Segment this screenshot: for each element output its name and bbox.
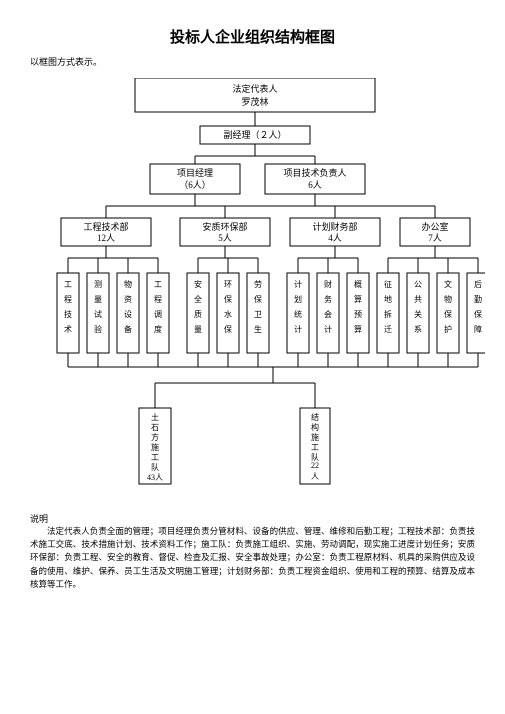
svg-text:土: 土 (151, 412, 159, 422)
svg-text:12人: 12人 (97, 233, 115, 243)
page-subtitle: 以框图方式表示。 (30, 55, 475, 68)
svg-text:算: 算 (354, 294, 362, 304)
svg-text:测: 测 (94, 280, 102, 289)
svg-text:后: 后 (474, 279, 482, 289)
svg-text:资: 资 (124, 294, 132, 304)
svg-text:方: 方 (151, 432, 159, 442)
svg-text:共: 共 (414, 295, 422, 304)
org-chart: 法定代表人罗茂林副经理（２人） 项目经理 （6人） 项目技术负责人 6人工程技术部12人… (30, 78, 485, 498)
svg-text:调: 调 (154, 310, 162, 319)
svg-text:保: 保 (474, 309, 482, 319)
svg-text:队: 队 (151, 462, 159, 472)
svg-text:拆: 拆 (384, 309, 392, 319)
svg-text:征: 征 (384, 279, 392, 289)
svg-text:工: 工 (311, 443, 319, 452)
svg-text:计: 计 (324, 324, 332, 334)
svg-text:结: 结 (311, 412, 319, 422)
svg-text:备: 备 (124, 324, 132, 334)
svg-text:算: 算 (354, 324, 362, 334)
svg-text:卫: 卫 (254, 310, 262, 319)
svg-text:地: 地 (384, 294, 392, 304)
svg-text:水: 水 (224, 309, 232, 319)
svg-text:劳: 劳 (254, 279, 262, 289)
svg-text:副经理（２人）: 副经理（２人） (223, 129, 286, 140)
svg-text:试: 试 (94, 309, 102, 319)
svg-text:程: 程 (154, 295, 162, 304)
page-title: 投标人企业组织结构框图 (30, 26, 475, 47)
svg-text:统: 统 (294, 309, 302, 319)
svg-text:法定代表人: 法定代表人 (232, 83, 277, 94)
svg-text:石: 石 (151, 423, 159, 432)
svg-text:财: 财 (324, 279, 332, 289)
svg-text:5人: 5人 (218, 233, 232, 243)
svg-text:22: 22 (311, 461, 319, 470)
svg-text:文: 文 (444, 279, 452, 289)
svg-text:施: 施 (151, 442, 159, 452)
svg-text:7人: 7人 (428, 233, 442, 243)
svg-text:保: 保 (444, 309, 452, 319)
svg-text:会: 会 (324, 309, 332, 319)
svg-text:工程技术部: 工程技术部 (83, 221, 128, 232)
svg-text:工: 工 (64, 280, 72, 289)
svg-text:公: 公 (414, 280, 422, 289)
svg-text:43人: 43人 (147, 473, 163, 482)
svg-text:4人: 4人 (328, 233, 342, 243)
svg-text:计: 计 (294, 279, 302, 289)
svg-text:计划财务部: 计划财务部 (312, 221, 357, 232)
svg-text:安质环保部: 安质环保部 (202, 221, 247, 232)
svg-text:保: 保 (224, 294, 232, 304)
svg-text:度: 度 (154, 324, 162, 334)
svg-text:关: 关 (414, 309, 422, 319)
svg-text:罗茂林: 罗茂林 (241, 96, 268, 107)
svg-text:物: 物 (444, 294, 452, 304)
svg-text:程: 程 (64, 295, 72, 304)
note-title: 说明 (30, 512, 475, 525)
svg-text:量: 量 (194, 325, 202, 334)
svg-text:划: 划 (294, 294, 302, 304)
note-body: 法定代表人负责全面的管理；项目经理负责分管材料、设备的供应、管理、维修和后勤工程… (30, 525, 475, 591)
svg-text:护: 护 (444, 324, 452, 334)
svg-text:迁: 迁 (384, 324, 392, 334)
svg-text:工: 工 (151, 453, 159, 462)
svg-text:物: 物 (124, 279, 132, 289)
svg-text:概: 概 (354, 279, 362, 289)
svg-text:施: 施 (311, 432, 319, 442)
svg-text:环: 环 (224, 280, 232, 289)
svg-text:人: 人 (311, 472, 319, 481)
svg-text:量: 量 (94, 295, 102, 304)
svg-text:障: 障 (474, 324, 482, 334)
svg-text:技: 技 (64, 309, 72, 319)
svg-text:办公室: 办公室 (421, 221, 448, 232)
svg-text:全: 全 (194, 294, 202, 304)
svg-text:工: 工 (154, 280, 162, 289)
svg-text:保: 保 (224, 324, 232, 334)
svg-text:预: 预 (354, 309, 362, 319)
svg-text:设: 设 (124, 309, 132, 319)
svg-text:勤: 勤 (474, 294, 482, 304)
svg-text:验: 验 (94, 324, 102, 334)
svg-text:安: 安 (194, 279, 202, 289)
svg-text:项目经理: 项目经理 (177, 167, 213, 178)
svg-text:生: 生 (254, 324, 262, 334)
svg-text:保: 保 (254, 294, 262, 304)
svg-text:6人: 6人 (308, 180, 322, 190)
svg-text:计: 计 (294, 324, 302, 334)
svg-text:质: 质 (194, 309, 202, 319)
svg-text:务: 务 (324, 294, 332, 304)
svg-text:（6人）: （6人） (179, 180, 211, 190)
svg-text:术: 术 (64, 324, 72, 334)
svg-text:系: 系 (414, 324, 422, 334)
svg-text:构: 构 (311, 422, 319, 432)
svg-text:项目技术负责人: 项目技术负责人 (283, 167, 346, 178)
